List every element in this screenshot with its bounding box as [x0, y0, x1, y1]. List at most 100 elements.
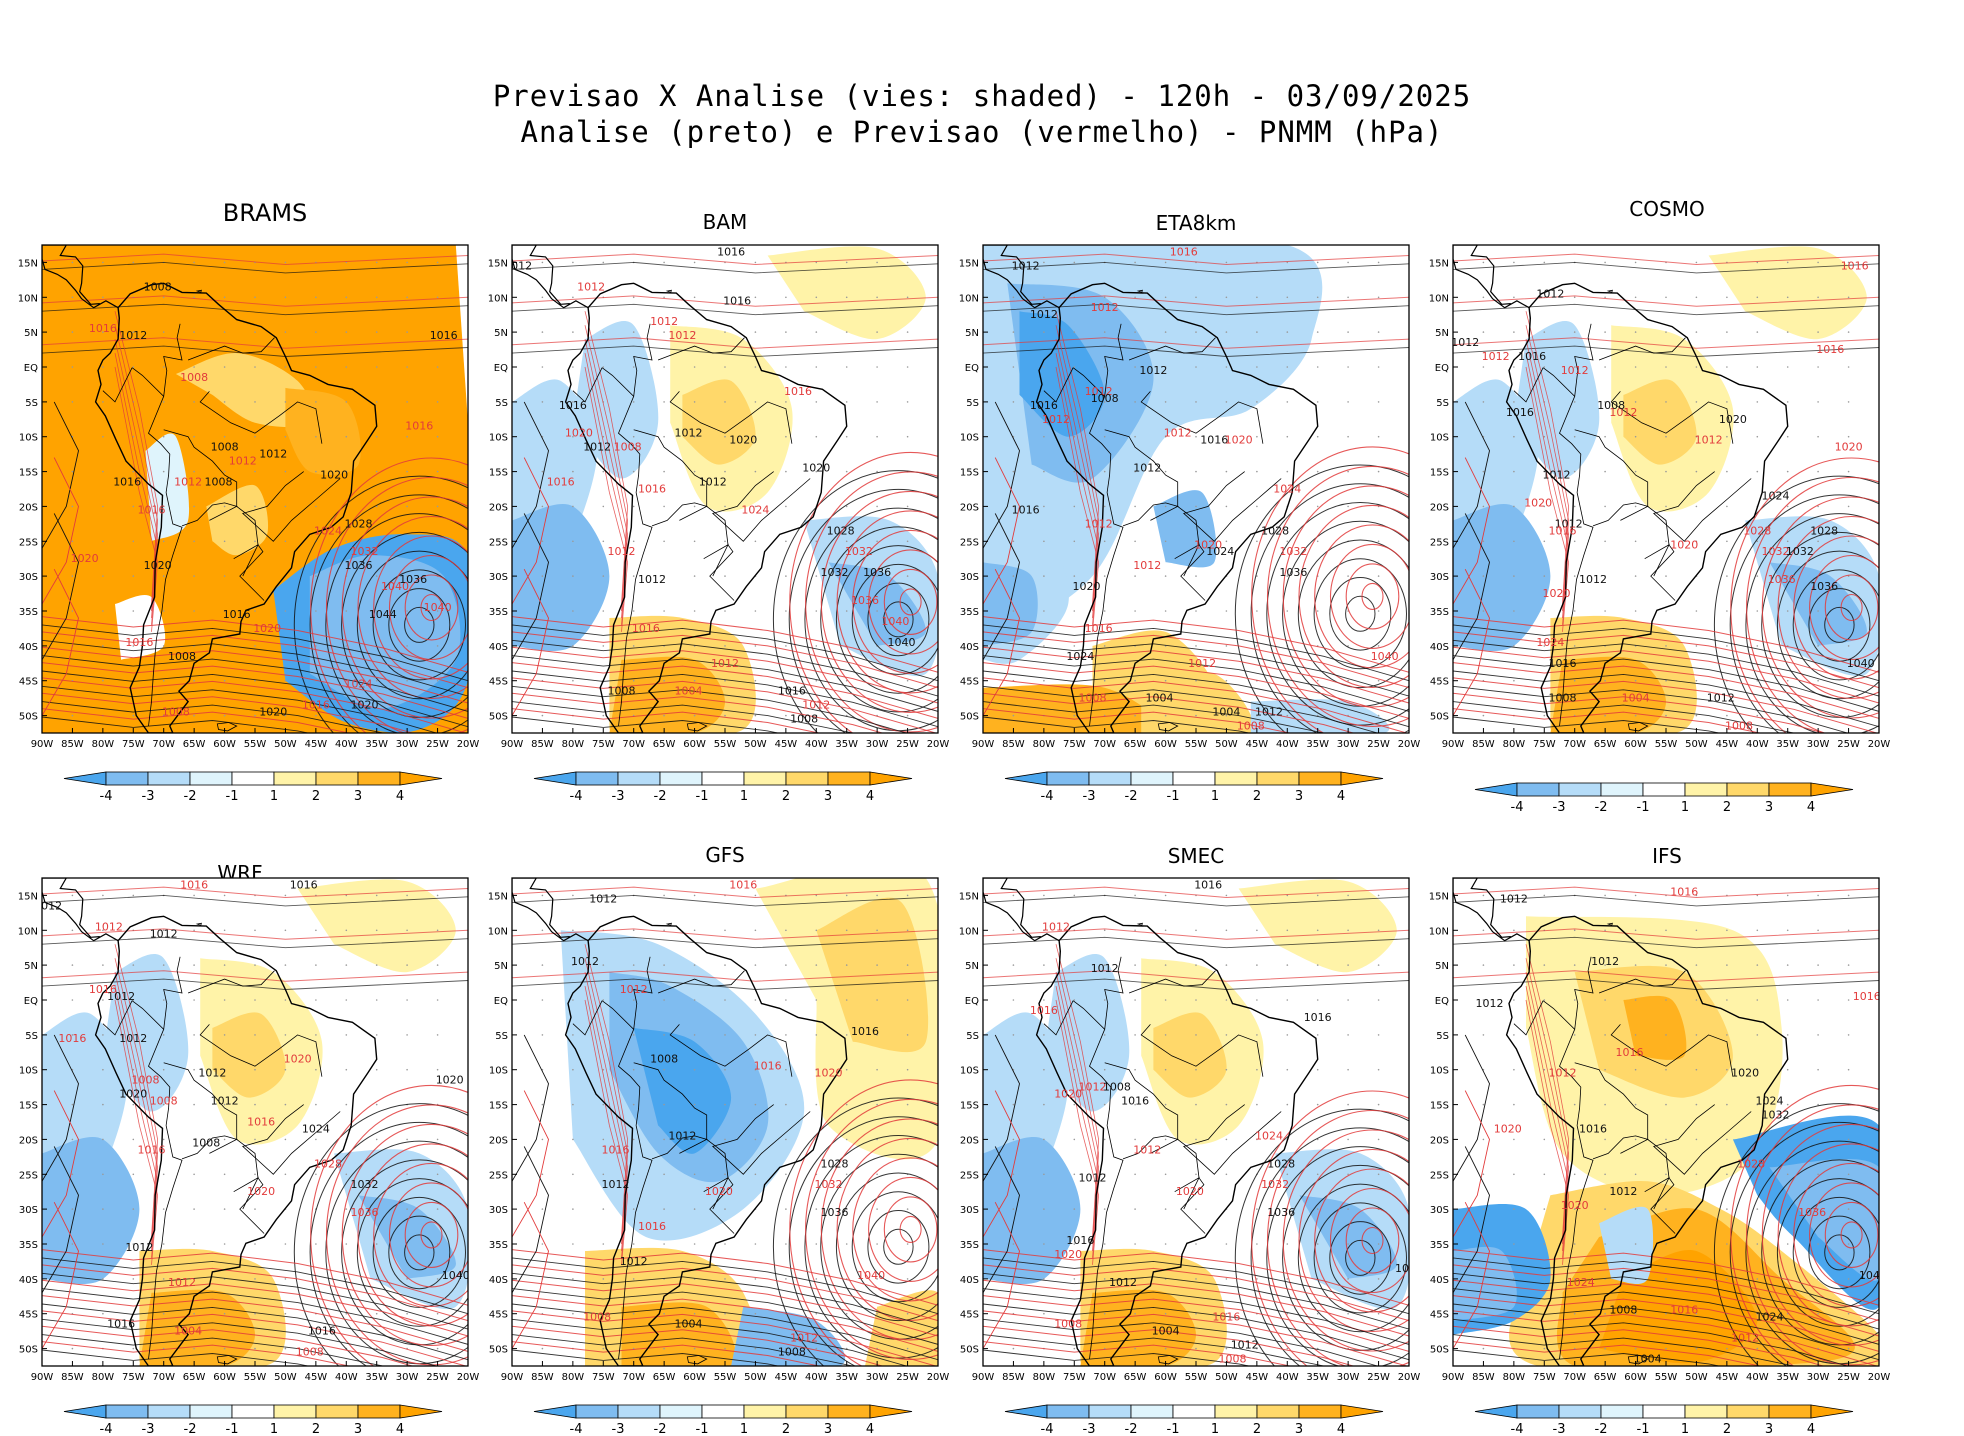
colorbar-label: -4 — [1041, 1422, 1054, 1436]
isobar-label: 1020 — [259, 706, 287, 719]
isobar-label: 1016 — [851, 1025, 879, 1038]
isobar-contour — [42, 646, 468, 704]
isobar-label: 1012 — [711, 657, 739, 670]
isobar-label: 1028 — [827, 524, 855, 537]
lon-tick-label: 75W — [592, 739, 615, 750]
colorbar-swatch — [1810, 1404, 1854, 1419]
isobar-contour — [1453, 401, 1490, 549]
isobar-contour — [42, 337, 468, 349]
border-line — [1140, 391, 1264, 444]
lat-tick-label: 40S — [1430, 1275, 1449, 1286]
colorbar-swatch — [399, 771, 443, 786]
colorbar-swatch — [869, 1404, 913, 1419]
lat-tick-label: 10N — [488, 926, 508, 937]
isobar-contour — [983, 568, 1020, 716]
isobar-contour — [1746, 476, 1879, 733]
bias-shading — [1513, 321, 1600, 479]
lat-tick-label: EQ — [494, 996, 508, 1007]
isobar-contour — [114, 944, 159, 1238]
isobar-contour — [42, 1146, 79, 1294]
lat-tick-label: 5N — [494, 328, 508, 339]
lat-tick-label: 10S — [19, 1066, 38, 1077]
colorbar-swatch — [1004, 1404, 1048, 1419]
colorbar: -4 -3 -2 -1 1 2 3 4 — [63, 771, 443, 804]
lon-tick-label: 75W — [122, 739, 145, 750]
isobar-contour — [42, 928, 468, 940]
colorbar-swatch — [399, 1404, 443, 1419]
isobar-contour — [1453, 1341, 1763, 1366]
isobar-contour — [1453, 1272, 1879, 1330]
isobar-contour — [1840, 1221, 1863, 1249]
isobar-contour — [1453, 886, 1879, 899]
colorbar-swatch — [1558, 782, 1602, 797]
isobar-contour — [42, 1310, 468, 1366]
colorbar: -4 -3 -2 -1 1 2 3 4 — [1004, 771, 1384, 804]
colorbar-label: -2 — [184, 1422, 197, 1436]
isobar-contour — [899, 1215, 922, 1243]
colorbar-swatch — [273, 1404, 317, 1419]
isobar-contour — [42, 655, 468, 712]
lon-tick-label: 50W — [1215, 739, 1238, 750]
colorbar-swatch — [827, 771, 871, 786]
isobar-label: 1012 — [802, 699, 830, 712]
isobar-contour — [983, 701, 1326, 733]
isobar-label: 1016 — [290, 879, 318, 892]
border-line — [1104, 1062, 1206, 1234]
isobar-contour — [1761, 496, 1879, 719]
isobar-contour — [1361, 582, 1384, 610]
colorbar-label: -3 — [612, 789, 625, 804]
isobar-contour — [852, 1157, 938, 1302]
colorbar-swatch — [1256, 1404, 1300, 1419]
isobar-contour — [1453, 970, 1879, 982]
colorbar-label: -4 — [1511, 1422, 1524, 1436]
bias-shading — [1299, 1195, 1397, 1279]
border-line — [1513, 367, 1544, 403]
isobar-contour — [1453, 670, 1879, 728]
isobar-contour — [512, 1325, 884, 1366]
lon-tick-label: 65W — [1594, 739, 1617, 750]
lon-tick-label: 85W — [61, 739, 84, 750]
isobar-label: 1008 — [1219, 1353, 1247, 1366]
colorbar-swatch — [105, 771, 149, 786]
lon-tick-label: 75W — [122, 1372, 145, 1383]
isobar-label: 1016 — [1085, 622, 1113, 635]
border-line — [601, 367, 641, 493]
lat-tick-label: 50S — [960, 1345, 979, 1356]
colorbar-swatch — [1214, 771, 1258, 786]
isobar-label: 1012 — [699, 476, 727, 489]
border-line — [163, 323, 183, 397]
bias-shading — [865, 1290, 938, 1366]
lon-tick-label: 70W — [1563, 1372, 1586, 1383]
lon-tick-label: 60W — [213, 1372, 236, 1383]
colorbar-swatch — [1172, 1404, 1216, 1419]
lat-tick-label: 30S — [1430, 1205, 1449, 1216]
isobar-label: 1016 — [1816, 343, 1844, 356]
isobar-label: 1036 — [821, 1206, 849, 1219]
border-line — [572, 1000, 603, 1036]
lat-tick-label: EQ — [24, 363, 38, 374]
lon-tick-label: 40W — [335, 739, 358, 750]
bias-shading — [1708, 246, 1867, 340]
coastlines — [512, 878, 848, 1366]
isobar-contour — [512, 1295, 938, 1352]
central-america-coast — [512, 245, 589, 309]
isobar-label: 1028 — [1261, 524, 1289, 537]
isobar-contour — [772, 1097, 938, 1366]
isobar-label: 1012 — [1188, 657, 1216, 670]
isobar-label: 1020 — [1719, 413, 1747, 426]
lat-tick-label: 45S — [489, 1310, 508, 1321]
isobar-contour — [883, 1196, 938, 1263]
border-line — [1089, 492, 1124, 727]
isobar-contour — [835, 1172, 938, 1322]
lon-tick-label: 25W — [1837, 739, 1860, 750]
colorbar-swatch — [1046, 1404, 1090, 1419]
isobar-contour — [1824, 1234, 1855, 1271]
isobar-label: 1012 — [577, 280, 605, 293]
isobar-contour — [42, 886, 468, 899]
isobars — [1453, 886, 1879, 1366]
isobar-contour — [1761, 1123, 1879, 1346]
lat-tick-label: 10S — [19, 433, 38, 444]
isobar-label: 1032 — [1786, 545, 1814, 558]
lat-tick-label: 20S — [19, 1135, 38, 1146]
isobar-contour — [1713, 1103, 1879, 1366]
